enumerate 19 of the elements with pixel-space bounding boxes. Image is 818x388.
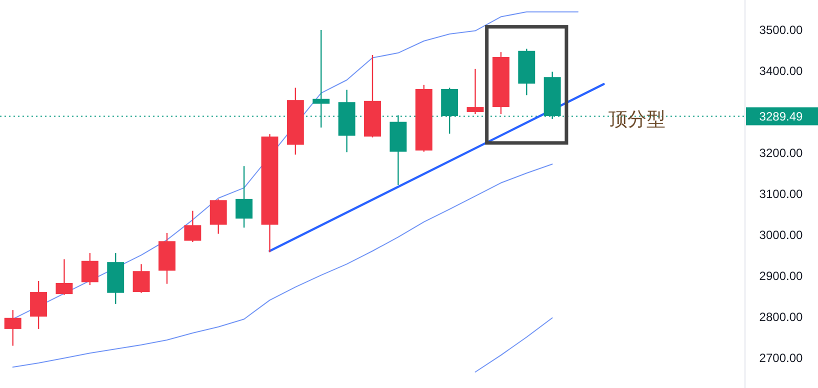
candlestick <box>4 309 22 346</box>
y-tick-label: 2900.00 <box>759 269 804 284</box>
line-series <box>12 164 553 368</box>
y-tick-label: 3200.00 <box>759 146 804 160</box>
candlestick <box>236 166 253 228</box>
y-tick-label: 3100.00 <box>759 187 804 201</box>
candlestick <box>132 264 150 294</box>
y-tick-label: 2800.00 <box>759 310 804 324</box>
annotation: 顶分型 <box>608 109 666 130</box>
y-tick-label: 2700.00 <box>759 351 804 366</box>
candlestick <box>81 252 98 286</box>
y-tick-label: 3400.00 <box>759 64 804 78</box>
candlestick <box>466 68 484 115</box>
ref-line-label: 3289.49 <box>759 109 804 124</box>
y-tick-label: 3500.00 <box>759 22 804 37</box>
y-tick-label: 3000.00 <box>759 228 804 242</box>
line-series <box>474 317 553 372</box>
candlestick <box>184 210 202 243</box>
candlestick <box>56 258 73 296</box>
